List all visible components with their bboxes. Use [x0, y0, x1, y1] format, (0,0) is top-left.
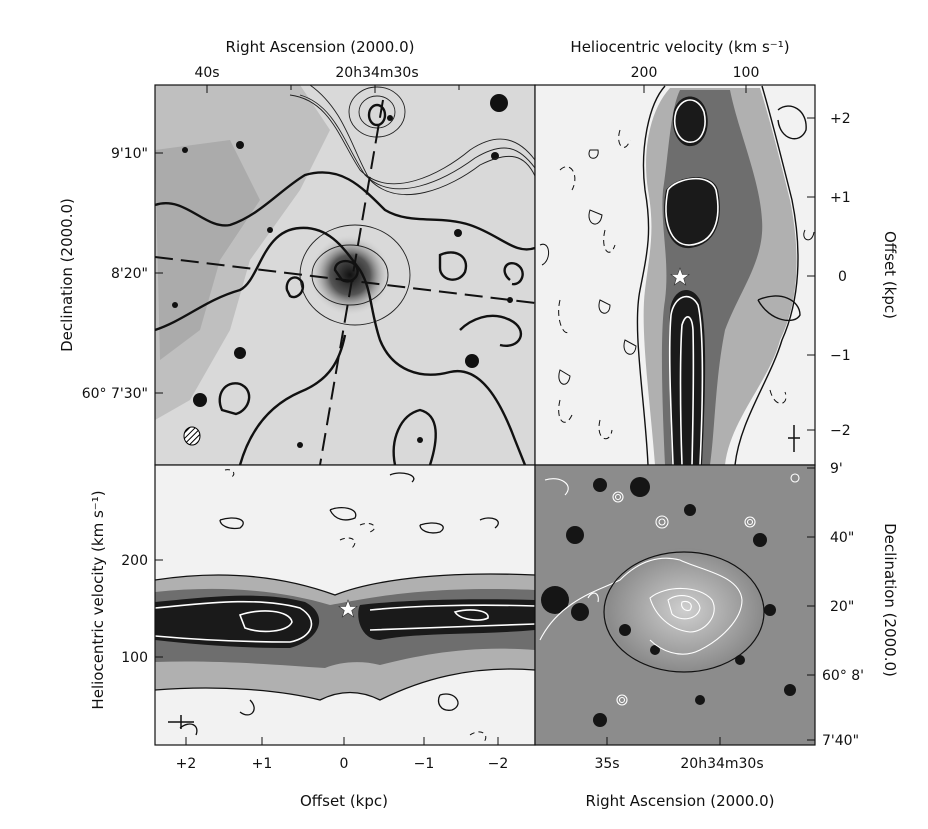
top-right-axis-title: Heliocentric velocity (km s⁻¹)	[570, 38, 789, 56]
bottom-right-ra-tick-1: 20h34m30s	[680, 756, 763, 772]
panel-top-right	[534, 84, 816, 466]
pv-contours-noise	[539, 149, 815, 385]
top-right-offset-tick-2: 0	[838, 269, 847, 285]
bottom-left-offset-tick-1: +1	[252, 756, 273, 772]
bottom-right-axis-title: Right Ascension (2000.0)	[586, 792, 775, 810]
pv-contours-dark	[636, 85, 807, 466]
vp-contours-white	[154, 600, 536, 643]
top-left-tick-40s: 40s	[194, 65, 219, 81]
top-left-left-title: Declination (2000.0)	[58, 198, 76, 352]
top-right-vel-tick-1: 100	[733, 65, 760, 81]
panel-bottom-right	[534, 464, 816, 746]
bottom-right-dec-tick-1: 40"	[830, 530, 854, 546]
top-left-tick-ra: 20h34m30s	[335, 65, 418, 81]
vp-contours-dashed	[224, 469, 487, 743]
top-right-offset-tick-4: −2	[830, 423, 851, 439]
vp-contours-dark	[154, 472, 536, 736]
bottom-right-ra-tick-0: 35s	[594, 756, 619, 772]
bottom-right-dec-tick-3: 60° 8'	[822, 668, 864, 684]
resolution-cross-top-right	[788, 425, 800, 452]
top-left-dec-tick-2: 60° 7'30"	[82, 386, 148, 402]
tick-marks	[155, 85, 815, 745]
top-left-dec-tick-0: 9'10"	[111, 146, 148, 162]
bottom-left-vel-tick-1: 100	[121, 650, 148, 666]
resolution-cross-bottom-left	[168, 715, 194, 729]
bottom-left-offset-tick-2: 0	[340, 756, 349, 772]
aperture-ellipse	[603, 551, 765, 673]
beam-ellipse	[183, 426, 201, 446]
stars	[172, 94, 513, 448]
top-right-offset-tick-0: +2	[830, 111, 851, 127]
pv-contours-dashed	[558, 129, 787, 440]
star-marker-top-right	[670, 267, 690, 286]
top-left-dec-tick-1: 8'20"	[111, 266, 148, 282]
top-right-offset-tick-3: −1	[830, 348, 851, 364]
bottom-left-offset-tick-4: −2	[488, 756, 509, 772]
star-marker-bottom-left	[338, 599, 358, 618]
bottom-right-dec-tick-0: 9'	[830, 461, 843, 477]
bottom-right-right-title: Declination (2000.0)	[881, 523, 899, 677]
zoom-white-contours	[539, 473, 800, 706]
zoom-stars	[541, 477, 796, 727]
bottom-left-vel-tick-0: 200	[121, 553, 148, 569]
top-left-axis-title: Right Ascension (2000.0)	[226, 38, 415, 56]
bottom-left-left-title: Heliocentric velocity (km s⁻¹)	[89, 490, 107, 709]
bottom-right-dec-tick-2: 20"	[830, 599, 854, 615]
pv-contours-white	[665, 99, 719, 466]
bottom-left-offset-tick-3: −1	[414, 756, 435, 772]
slit-lines	[154, 99, 536, 466]
top-right-offset-tick-1: +1	[830, 190, 851, 206]
top-right-vel-tick-0: 200	[631, 65, 658, 81]
panel-top-left	[154, 84, 536, 466]
bottom-left-axis-title: Offset (kpc)	[300, 792, 388, 810]
bottom-left-offset-tick-0: +2	[176, 756, 197, 772]
top-right-right-title: Offset (kpc)	[881, 231, 899, 319]
bottom-right-dec-tick-4: 7'40"	[822, 733, 859, 749]
panel-bottom-left	[154, 464, 536, 746]
